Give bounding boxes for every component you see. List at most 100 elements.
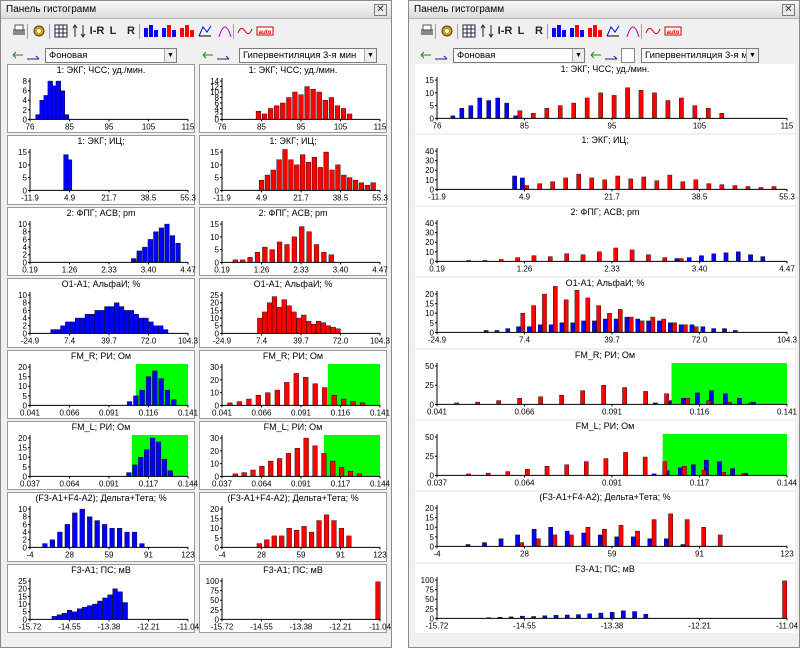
histogram-panel[interactable]: FM_L; РИ; Ом 0 25 50 0.037 0.064 0.091 0.117 0.1… — [415, 421, 798, 491]
y-tick-label: 8 — [23, 77, 28, 86]
histogram-bar — [138, 457, 144, 477]
x-tick-label: -15.72 — [19, 622, 42, 631]
scale-icon[interactable] — [71, 23, 87, 39]
histogram-bar — [123, 310, 130, 334]
histogram-panel[interactable]: (F3-A1+F4-A2); Дельта+Тета; % 0 5 10 15 20 -4 2… — [199, 492, 387, 562]
chevron-down-icon[interactable]: ▼ — [746, 49, 758, 62]
swap-icon[interactable] — [11, 47, 41, 64]
swap-icon[interactable] — [419, 47, 449, 64]
histogram-panel[interactable]: F3-A1; ПС; мВ 0 25 50 75 100 -15.72 -14.55 -13.3… — [415, 563, 799, 634]
histogram-bar — [661, 318, 666, 333]
x-tick-label: 4.47 — [180, 265, 196, 274]
histogram-bar — [323, 515, 330, 548]
wave-icon[interactable] — [645, 23, 661, 39]
x-tick-label: 0.037 — [427, 478, 448, 487]
curve-icon[interactable] — [217, 23, 233, 39]
histogram-bar — [247, 256, 253, 263]
histogram-bar — [72, 513, 78, 548]
curve-icon[interactable] — [625, 23, 641, 39]
histogram-panel[interactable]: 1: ЭКГ; ЧСС; уд./мин. 0 2 4 6 8 10 12 14 76 85 95 10… — [199, 64, 387, 134]
overlay-mixed-icon[interactable] — [161, 23, 177, 39]
l-icon[interactable]: L — [109, 25, 117, 37]
printer-icon[interactable] — [419, 23, 435, 39]
overlay-blue-icon[interactable] — [551, 23, 567, 39]
baseline-select[interactable]: Фоновая ▼ — [453, 48, 585, 63]
histogram-panel[interactable]: FM_L; РИ; Ом 0 10 20 30 0.037 0.064 0.091 0.117 0… — [199, 421, 391, 491]
histogram-bar — [94, 520, 100, 548]
wave-icon[interactable] — [237, 23, 253, 39]
histogram-panel[interactable]: (F3-A1+F4-A2); Дельта+Тета; % 0 5 10 15 20 -4 2… — [415, 492, 795, 562]
scale-icon[interactable] — [479, 23, 495, 39]
settings-icon[interactable] — [31, 23, 47, 39]
histogram-panel[interactable]: F3-A1; ПС; мВ 0 5 10 15 20 25 -15.72 -14.55 -13.3… — [7, 563, 200, 634]
test-select[interactable]: Гипервентиляция 3-я мин ▼ — [641, 48, 759, 63]
chevron-down-icon[interactable]: ▼ — [364, 49, 376, 62]
histogram-panel[interactable]: 1: ЭКГ; ЧСС; уд./мин. 0 2 4 6 8 76 85 95 105 115 — [7, 64, 195, 134]
x-tick-label: 0.091 — [291, 479, 312, 488]
y-tick-label: 25 — [18, 577, 27, 586]
histogram-bar — [664, 538, 669, 547]
auto-icon[interactable]: auto — [256, 23, 274, 39]
histogram-bar — [468, 105, 474, 119]
histogram-panel[interactable]: FM_L; РИ; Ом 0 5 10 15 20 0.037 0.064 0.091 0.117… — [7, 421, 199, 491]
histogram-bar — [139, 389, 145, 406]
histogram-bar — [597, 251, 602, 262]
histogram-bar — [598, 612, 604, 619]
grid-icon[interactable] — [461, 23, 477, 39]
overlay-mixed-icon[interactable] — [569, 23, 585, 39]
histogram-bar — [631, 537, 636, 547]
auto-icon[interactable]: auto — [664, 23, 682, 39]
histogram-panel[interactable]: O1-A1; АльфаИ; % 0 5 10 15 20 25 -24.9 7.4 39.7 72… — [199, 278, 391, 348]
histogram-panel[interactable]: 1: ЭКГ; ИЦ; 0 5 10 15 -11.9 4.9 21.7 38.5 55.3 — [7, 135, 196, 205]
lr-icon[interactable]: I-R — [497, 25, 513, 37]
color-box[interactable] — [621, 48, 635, 63]
histogram-panel[interactable]: O1-A1; АльфаИ; % 0 5 10 15 20 -24.9 7.4 39.7 72.0… — [415, 278, 798, 348]
x-tick-label: 4.9 — [256, 194, 268, 203]
histogram-panel[interactable]: FM_R; РИ; Ом 0 25 50 0.041 0.066 0.091 0.116 0.1… — [415, 349, 798, 419]
histogram-chart: 0 5 10 15 -11.9 4.9 21.7 38.5 55.3 — [18, 148, 196, 202]
histogram-panel[interactable]: FM_R; РИ; Ом 0 10 20 30 0.041 0.066 0.091 0.116 0… — [199, 349, 391, 419]
chevron-down-icon[interactable]: ▼ — [164, 49, 176, 62]
histogram-panel[interactable]: 2: ФПГ; АСВ; pm 0 10 20 30 40 0.19 1.26 2.33 3.40… — [415, 206, 795, 277]
settings-icon[interactable] — [439, 23, 455, 39]
histogram-panel[interactable]: 1: ЭКГ; ИЦ; 0 10 20 30 40 -11.9 4.9 21.7 38.5 55.3 — [415, 135, 795, 205]
x-tick-label: -12.21 — [688, 621, 711, 630]
close-button[interactable]: ✕ — [374, 4, 387, 16]
test-select[interactable]: Гипервентиляция 3-я мин ▼ — [239, 48, 377, 63]
histogram-panel[interactable]: 1: ЭКГ; ИЦ; 0 5 10 15 -11.9 4.9 21.7 38.5 55.3 — [199, 135, 388, 205]
grid-icon[interactable] — [53, 23, 69, 39]
histogram-bar — [642, 456, 648, 476]
chevron-down-icon[interactable]: ▼ — [572, 49, 584, 62]
printer-icon[interactable] — [11, 23, 27, 39]
histogram-bar — [288, 159, 294, 191]
histogram-panel[interactable]: 1: ЭКГ; ЧСС; уд./мин. 0 5 10 15 76 85 95 105 115 — [415, 64, 795, 134]
histogram-bar — [163, 329, 169, 334]
histogram-bar — [300, 154, 306, 191]
histogram-panel[interactable]: 2: ФПГ; АСВ; pm 0 2 4 6 8 10 0.19 1.26 2.33 3.40 4.… — [7, 206, 196, 277]
lr-icon[interactable]: I-R — [89, 25, 105, 37]
histogram-bar — [564, 464, 569, 476]
histogram-panel[interactable]: O1-A1; АльфаИ; % 0 2 4 6 8 10 -24.9 7.4 39.7 72.0 1… — [7, 278, 199, 348]
l-icon[interactable]: L — [517, 25, 525, 37]
histogram-bar — [311, 324, 317, 334]
swap-icon[interactable] — [589, 47, 619, 64]
close-button[interactable]: ✕ — [782, 4, 795, 16]
histogram-bar — [760, 256, 766, 262]
x-tick-label: 76 — [26, 122, 35, 131]
histogram-panel[interactable]: F3-A1; ПС; мВ 0 25 50 75 100 -15.72 -14.55 -13.3… — [199, 563, 392, 634]
histogram-icon[interactable] — [605, 23, 621, 39]
histogram-panel[interactable]: 2: ФПГ; АСВ; pm 0 5 10 15 0.19 1.26 2.33 3.40 4.4… — [199, 206, 388, 277]
baseline-select[interactable]: Фоновая ▼ — [45, 48, 177, 63]
histogram-bar — [613, 247, 619, 262]
overlay-red-icon[interactable] — [587, 23, 603, 39]
histogram-bar — [693, 326, 699, 333]
overlay-blue-icon[interactable] — [143, 23, 159, 39]
r-icon[interactable]: R — [127, 25, 135, 37]
histogram-panel[interactable]: FM_R; РИ; Ом 0 5 10 15 20 0.041 0.066 0.091 0.116… — [7, 349, 199, 419]
histogram-icon[interactable] — [197, 23, 213, 39]
histogram-panel[interactable]: (F3-A1+F4-A2); Дельта+Тета; % 0 2 4 6 8 10 -4 28… — [7, 492, 195, 562]
overlay-red-icon[interactable] — [179, 23, 195, 39]
swap-icon[interactable] — [201, 47, 231, 64]
r-icon[interactable]: R — [535, 25, 543, 37]
